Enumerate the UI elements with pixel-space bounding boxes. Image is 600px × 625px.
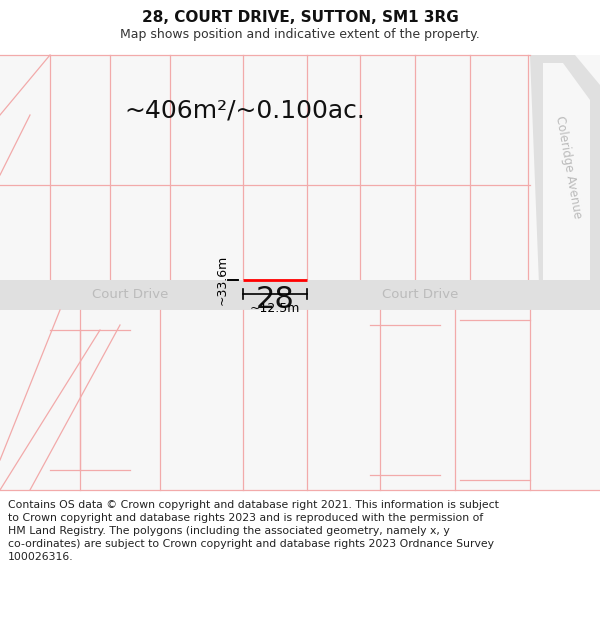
Text: ~33.6m: ~33.6m bbox=[216, 255, 229, 305]
Bar bbox=[0, 280, 600, 310]
Text: 100026316.: 100026316. bbox=[8, 552, 74, 562]
Text: ~406m²/~0.100ac.: ~406m²/~0.100ac. bbox=[125, 98, 365, 122]
Text: ~12.5m: ~12.5m bbox=[250, 302, 300, 316]
Text: Map shows position and indicative extent of the property.: Map shows position and indicative extent… bbox=[120, 28, 480, 41]
Polygon shape bbox=[530, 55, 600, 310]
Text: 28: 28 bbox=[256, 286, 295, 314]
Text: Court Drive: Court Drive bbox=[92, 289, 168, 301]
Bar bbox=[0, 55, 600, 490]
Text: Coleridge Avenue: Coleridge Avenue bbox=[553, 115, 583, 220]
Polygon shape bbox=[543, 63, 590, 280]
Text: co-ordinates) are subject to Crown copyright and database rights 2023 Ordnance S: co-ordinates) are subject to Crown copyr… bbox=[8, 539, 494, 549]
Text: Court Drive: Court Drive bbox=[382, 289, 458, 301]
Text: HM Land Registry. The polygons (including the associated geometry, namely x, y: HM Land Registry. The polygons (includin… bbox=[8, 526, 450, 536]
Text: Contains OS data © Crown copyright and database right 2021. This information is : Contains OS data © Crown copyright and d… bbox=[8, 500, 499, 510]
Text: 28, COURT DRIVE, SUTTON, SM1 3RG: 28, COURT DRIVE, SUTTON, SM1 3RG bbox=[142, 10, 458, 25]
Text: to Crown copyright and database rights 2023 and is reproduced with the permissio: to Crown copyright and database rights 2… bbox=[8, 513, 483, 523]
